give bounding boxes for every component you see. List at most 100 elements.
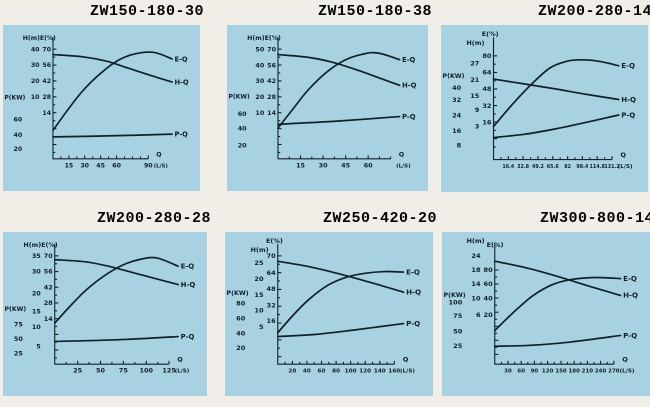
- q-axis-label: Q: [399, 150, 405, 158]
- curve-label-P-Q: P-Q: [402, 113, 416, 121]
- svg-text:70: 70: [42, 45, 51, 53]
- curve-E-Q: [52, 51, 173, 132]
- pump-curve-chart: H(m)E(%) 70 56 42 28 14 40 30 20 10 P(KW) 60 40 20 15 3…: [3, 25, 200, 191]
- curve-label-E-Q: E-Q: [175, 55, 188, 63]
- svg-text:10: 10: [32, 323, 41, 331]
- curve-E-Q: [277, 51, 401, 129]
- svg-text:42: 42: [42, 77, 51, 85]
- svg-text:8: 8: [457, 141, 462, 149]
- curve-H-Q: [52, 53, 173, 83]
- svg-text:3: 3: [475, 123, 480, 131]
- svg-text:30: 30: [319, 161, 328, 169]
- svg-text:50: 50: [255, 45, 264, 53]
- svg-text:5: 5: [36, 342, 41, 350]
- svg-text:10: 10: [254, 307, 264, 315]
- curve-P-Q: [493, 334, 622, 348]
- svg-text:80: 80: [482, 52, 492, 60]
- curve-H-Q: [53, 258, 179, 286]
- chart-title: ZW250-420-20: [322, 210, 437, 227]
- q-axis-label: Q: [403, 356, 409, 364]
- svg-text:56: 56: [44, 268, 53, 276]
- chart-block: ZW300-800-14 H(m) E(%) 80 60 40 20 24 18 14 10 6 P(…: [442, 210, 650, 396]
- curve-label-E-Q: E-Q: [406, 267, 420, 276]
- svg-text:75: 75: [453, 312, 463, 320]
- svg-text:20: 20: [484, 311, 494, 319]
- curve-P-Q: [277, 115, 401, 126]
- svg-text:25: 25: [453, 342, 463, 350]
- svg-text:32: 32: [267, 301, 276, 309]
- y-axis-header: H(m)E(%): [23, 35, 56, 42]
- svg-text:60: 60: [484, 280, 494, 288]
- svg-text:16: 16: [267, 317, 277, 325]
- svg-text:25: 25: [254, 259, 264, 267]
- axes: [492, 37, 613, 161]
- svg-text:32: 32: [452, 96, 461, 104]
- svg-text:40: 40: [238, 124, 247, 132]
- curve-label-H-Q: H-Q: [406, 287, 421, 296]
- svg-text:20: 20: [14, 145, 23, 153]
- p-axis-header: P(KW): [4, 95, 25, 102]
- q-axis-unit: (L/S): [175, 369, 190, 375]
- p-axis-header: P(KW): [227, 290, 249, 297]
- svg-text:49.2: 49.2: [532, 164, 544, 170]
- q-axis-unit: (L/S): [154, 163, 169, 169]
- curve-P-Q: [492, 114, 620, 139]
- svg-text:20: 20: [32, 289, 41, 297]
- q-axis-unit: (L/S): [400, 369, 415, 375]
- y-axis-header: H(m)E(%): [23, 242, 57, 249]
- svg-text:210: 210: [582, 369, 594, 375]
- svg-text:75: 75: [119, 367, 128, 375]
- q-axis-label: Q: [156, 150, 162, 158]
- curve-label-E-Q: E-Q: [402, 56, 415, 64]
- axes: [494, 243, 615, 365]
- svg-text:45: 45: [341, 161, 350, 169]
- svg-text:10: 10: [31, 93, 40, 101]
- svg-text:32.8: 32.8: [517, 164, 530, 170]
- curve-E-Q: [53, 256, 179, 324]
- curve-label-P-Q: P-Q: [621, 110, 635, 119]
- chart-title: ZW200-280-14: [537, 3, 650, 20]
- svg-text:6: 6: [476, 311, 481, 319]
- chart-title: ZW150-180-30: [89, 3, 204, 20]
- svg-text:64: 64: [267, 269, 277, 277]
- curve-label-H-Q: H-Q: [402, 82, 416, 90]
- svg-text:5: 5: [259, 323, 264, 331]
- svg-text:24: 24: [471, 252, 481, 260]
- svg-text:120: 120: [359, 369, 371, 375]
- svg-text:21: 21: [470, 76, 480, 84]
- svg-text:60: 60: [112, 161, 121, 169]
- chart-block: ZW150-180-30 H(m)E(%) 70 56 42 28 14 40 30 20 10 P…: [3, 3, 203, 191]
- svg-text:45: 45: [96, 161, 105, 169]
- svg-text:120: 120: [542, 369, 554, 375]
- q-axis-unit: (L/S): [618, 164, 633, 170]
- svg-text:100: 100: [140, 367, 154, 375]
- curve-H-Q: [493, 260, 622, 297]
- svg-text:16.4: 16.4: [502, 164, 515, 170]
- svg-text:160: 160: [388, 369, 400, 375]
- svg-text:75: 75: [14, 320, 23, 328]
- pump-curve-chart: E(%)H(m) 80 64 48 32 16 27 21 15 9 3 P(KW) 40 32 24 16 8…: [441, 25, 648, 192]
- curve-E-Q: [492, 58, 620, 128]
- svg-text:30: 30: [80, 161, 89, 169]
- svg-text:48: 48: [267, 285, 277, 293]
- svg-text:16: 16: [482, 118, 492, 126]
- svg-text:14: 14: [44, 315, 53, 323]
- svg-text:70: 70: [267, 252, 277, 260]
- svg-text:60: 60: [364, 161, 373, 169]
- svg-text:50: 50: [96, 367, 105, 375]
- svg-text:10: 10: [471, 294, 481, 302]
- svg-text:270: 270: [608, 369, 620, 375]
- svg-text:82: 82: [564, 164, 571, 170]
- svg-text:125: 125: [162, 367, 176, 375]
- chart-block: ZW200-280-14 E(%) H(m) 80 64 48 32 16 27 21 15 9 3 P…: [441, 3, 650, 192]
- svg-text:35: 35: [32, 252, 41, 260]
- chart-title: ZW150-180-38: [317, 3, 432, 20]
- curve-label-H-Q: H-Q: [181, 281, 196, 289]
- q-axis-label: Q: [622, 356, 628, 364]
- svg-text:15: 15: [32, 307, 41, 315]
- svg-text:15: 15: [65, 161, 74, 169]
- curve-label-H-Q: H-Q: [175, 78, 189, 86]
- q-axis-label: Q: [177, 356, 183, 364]
- svg-text:60: 60: [236, 314, 246, 322]
- curve-P-Q: [52, 133, 173, 138]
